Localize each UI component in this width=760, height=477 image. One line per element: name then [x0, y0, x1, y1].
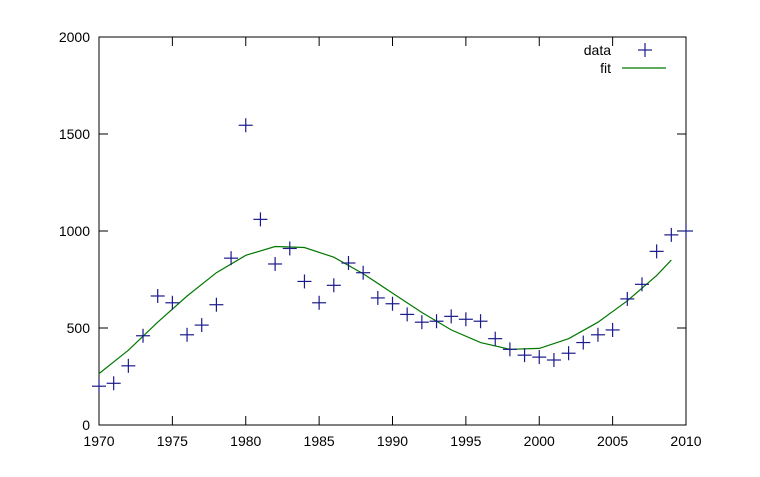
legend: data fit: [584, 42, 666, 76]
data-point: [444, 309, 459, 324]
data-point: [473, 314, 488, 329]
data-point: [605, 322, 620, 337]
x-tick-label: 2000: [524, 433, 555, 449]
data-point: [561, 346, 576, 361]
data-series: [92, 118, 693, 394]
data-point: [341, 256, 356, 271]
data-point: [429, 314, 444, 329]
data-point: [224, 251, 239, 266]
data-point: [458, 312, 473, 327]
legend-label-data: data: [584, 42, 611, 58]
y-tick-label: 2000: [59, 29, 90, 45]
data-point: [414, 315, 429, 330]
fit-series: [98, 245, 672, 375]
legend-label-fit: fit: [600, 60, 611, 76]
axis-ticks: 1970 1975 1980 1985 1990 1995 2000 2005 2010 0 500…: [59, 29, 702, 449]
x-tick-label: 2010: [670, 433, 701, 449]
data-point: [150, 288, 165, 303]
legend-marker-data: [638, 43, 652, 57]
data-point: [576, 335, 591, 350]
x-tick-label: 2005: [597, 433, 628, 449]
data-point: [488, 331, 503, 346]
data-point: [268, 256, 283, 271]
data-point: [664, 227, 679, 242]
y-tick-label: 500: [67, 320, 91, 336]
data-point: [253, 212, 268, 227]
data-point: [502, 342, 517, 357]
data-point: [194, 318, 209, 333]
y-tick-label: 0: [82, 417, 90, 433]
data-point: [679, 224, 693, 238]
data-point: [297, 274, 312, 289]
data-point: [312, 295, 327, 310]
y-tick-label: 1000: [59, 223, 90, 239]
data-point: [590, 327, 605, 342]
data-point: [180, 327, 195, 342]
data-point: [209, 297, 224, 312]
data-point: [92, 379, 106, 394]
fit-line: [98, 245, 672, 375]
data-point: [370, 290, 385, 305]
x-tick-label: 1990: [377, 433, 408, 449]
data-point: [649, 244, 664, 259]
x-tick-label: 1970: [83, 433, 114, 449]
data-point: [546, 353, 561, 368]
data-point: [282, 241, 297, 256]
data-point: [400, 307, 415, 322]
data-point: [136, 328, 151, 343]
data-point: [634, 277, 649, 292]
data-point: [532, 350, 547, 365]
data-point: [326, 278, 341, 293]
data-point: [620, 291, 635, 306]
y-tick-label: 1500: [59, 126, 90, 142]
data-point: [238, 118, 253, 133]
x-tick-label: 1980: [230, 433, 261, 449]
data-point: [165, 295, 180, 310]
x-tick-label: 1975: [157, 433, 188, 449]
data-point: [106, 376, 121, 391]
data-point: [356, 265, 371, 280]
data-point: [121, 358, 136, 373]
x-tick-label: 1995: [450, 433, 481, 449]
data-point: [385, 296, 400, 311]
x-tick-label: 1985: [304, 433, 335, 449]
data-point: [517, 348, 532, 363]
plot-frame: [98, 36, 687, 426]
